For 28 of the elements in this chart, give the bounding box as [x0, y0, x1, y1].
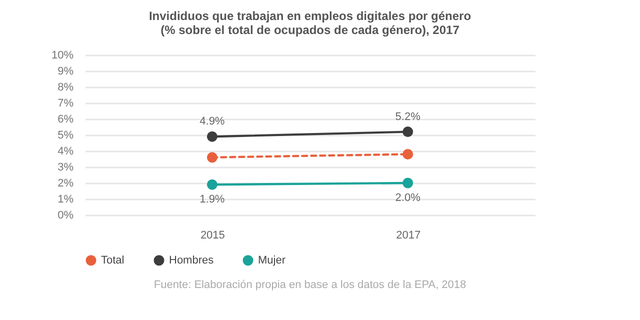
point: [402, 178, 414, 188]
data-label: 4.9%: [200, 116, 225, 128]
y-tick-label: 3%: [58, 162, 74, 174]
point: [402, 148, 414, 160]
y-tick-label: 2%: [58, 178, 74, 190]
y-tick-label: 1%: [58, 194, 74, 206]
x-tick-label: 2015: [200, 230, 225, 242]
y-tick-label: 8%: [58, 82, 74, 94]
legend-label: Total: [101, 254, 124, 266]
y-tick-label: 7%: [58, 98, 74, 110]
y-tick-label: 10%: [51, 50, 74, 62]
x-tick-label: 2017: [396, 230, 421, 242]
y-tick-label: 5%: [58, 130, 74, 142]
source-note: Fuente: Elaboración propia en base a los datos de la EPA, 2018: [154, 279, 466, 291]
point: [206, 152, 218, 163]
y-tick-label: 6%: [58, 114, 74, 126]
point: [206, 179, 218, 190]
legend-label: Mujer: [258, 254, 286, 266]
data-label: 2.0%: [395, 192, 421, 204]
point: [402, 126, 414, 138]
data-label: 5.2%: [395, 110, 421, 123]
y-tick-label: 9%: [58, 66, 74, 78]
legend-label: Hombres: [169, 254, 214, 266]
y-tick-label: 4%: [58, 146, 74, 158]
chart-title: Invididuos que trabajan en empleos digitales por género (% sobre el total de ocupados de cada género), 2017: [148, 9, 472, 37]
y-tick-label: 0%: [58, 210, 74, 222]
point: [206, 131, 218, 142]
data-label: 1.9%: [200, 194, 225, 206]
